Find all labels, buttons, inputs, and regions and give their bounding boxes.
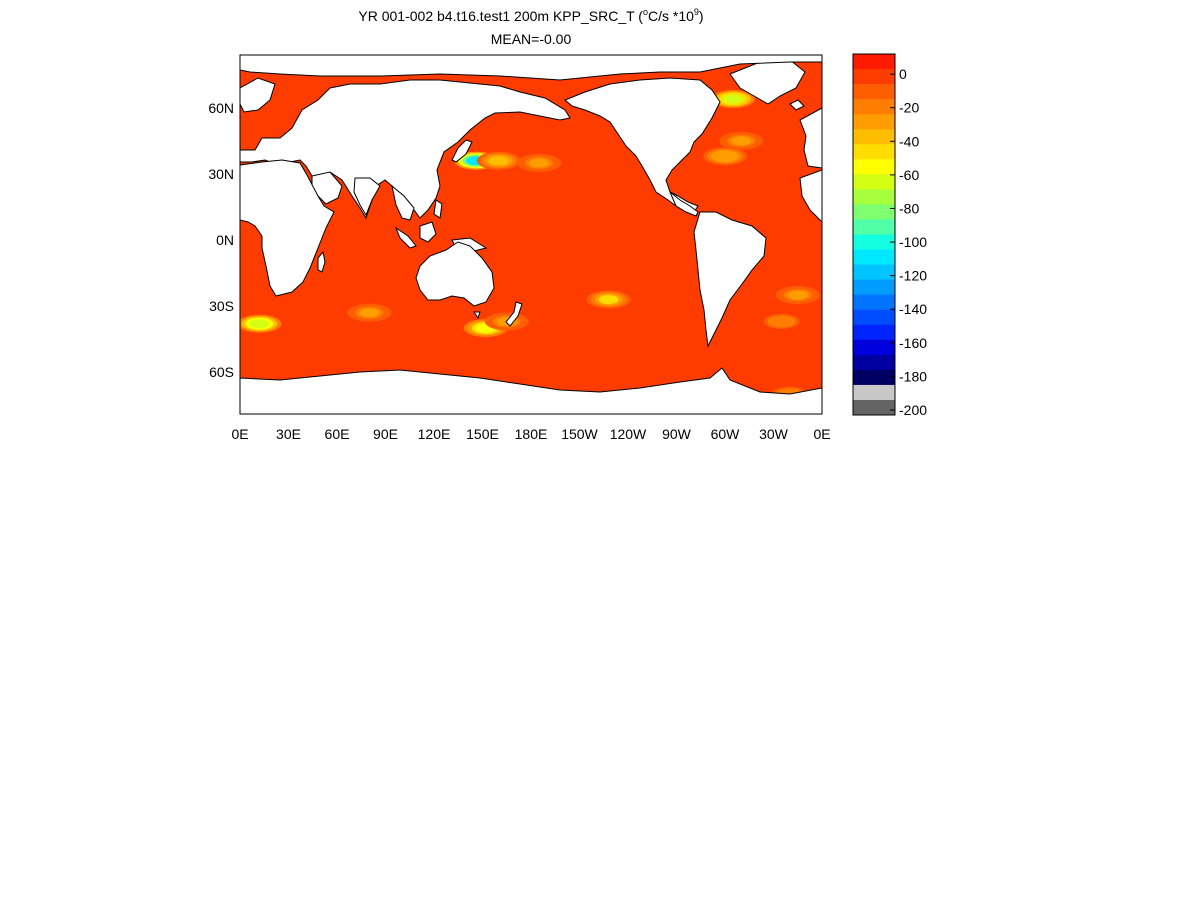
- land-layer: [240, 55, 822, 414]
- land-africa-west: [799, 169, 822, 223]
- anomaly-patch-5-ring-3: [723, 94, 744, 104]
- colorbar-label: -100: [899, 234, 927, 250]
- land-arctic-top: [240, 55, 822, 81]
- land-tasmania: [473, 311, 481, 320]
- colorbar-label: -20: [899, 100, 919, 116]
- anomaly-patch-2-ring-3: [529, 158, 550, 168]
- land-north-america: [564, 77, 721, 213]
- lon-tick-label: 0E: [813, 426, 830, 442]
- colorbar-swatch: [853, 69, 895, 85]
- land-eurasia: [240, 79, 571, 220]
- lon-tick-label: 120E: [418, 426, 451, 442]
- land-sumatra: [394, 226, 417, 249]
- lon-tick-label: 60E: [325, 426, 350, 442]
- colorbar-swatch: [853, 324, 895, 341]
- colorbar-frame: [852, 53, 896, 416]
- lon-tick-label: 90E: [373, 426, 398, 442]
- colorbar-label: -120: [899, 268, 927, 284]
- lon-tick-label: 120W: [610, 426, 647, 442]
- colorbar-swatch: [853, 264, 895, 281]
- land-indochina: [391, 184, 415, 221]
- anomaly-patch-4-ring-3: [731, 136, 752, 146]
- lat-tick-label: 0N: [216, 232, 234, 248]
- lon-tick-label: 60W: [711, 426, 741, 442]
- colorbar-swatch: [853, 129, 895, 145]
- lat-tick-label: 30S: [209, 298, 234, 314]
- land-scandinavia: [240, 77, 276, 113]
- colorbar-swatch: [853, 144, 895, 160]
- colorbar-label: -180: [899, 368, 927, 384]
- lat-tick-label: 60S: [209, 364, 234, 380]
- colorbar-swatch: [853, 234, 895, 251]
- anomaly-layer: [240, 90, 820, 404]
- colorbar: 0 -20 -40 -60 -80 -100 -120 -140 -160 -180 -200: [852, 53, 927, 418]
- lat-tick-label: 60N: [208, 100, 234, 116]
- colorbar-swatch: [853, 369, 895, 386]
- anomaly-patch-3-ring-3: [715, 151, 735, 161]
- colorbar-swatch: [853, 189, 895, 205]
- lat-tick-label: 30N: [208, 166, 234, 182]
- colorbar-swatch: [853, 294, 895, 311]
- lon-tick-label: 150E: [466, 426, 499, 442]
- colorbar-swatch: [853, 309, 895, 326]
- colorbar-swatch: [853, 159, 895, 175]
- colorbar-label: -140: [899, 301, 927, 317]
- anomaly-patch-10-ring-3: [598, 294, 619, 304]
- land-antarctica: [240, 367, 822, 414]
- lat-axis: 60N 30N 0N 30S 60S: [208, 100, 234, 380]
- colorbar-swatch: [853, 114, 895, 130]
- colorbar-label: -80: [899, 200, 919, 216]
- colorbar-swatch: [853, 84, 895, 100]
- land-europe-west: [799, 107, 822, 169]
- colorbar-label: -200: [899, 402, 927, 418]
- lon-tick-label: 0E: [231, 426, 248, 442]
- colorbar-swatch: [853, 399, 895, 416]
- lon-tick-label: 30E: [276, 426, 301, 442]
- lon-axis: 0E 30E 60E 90E 120E 150E 180E 150W 120W 90W 60W 30W…: [231, 426, 830, 442]
- anomaly-patch-12-ring-3: [787, 290, 808, 300]
- colorbar-swatch: [853, 219, 895, 235]
- anomaly-patch-11-ring-3: [771, 316, 792, 326]
- map-frame: [239, 54, 823, 415]
- colorbar-swatch: [853, 174, 895, 190]
- land-japan: [451, 139, 473, 163]
- colorbar-swatch: [853, 204, 895, 220]
- colorbar-swatch: [853, 354, 895, 371]
- colorbar-label: -160: [899, 335, 927, 351]
- map-title: YR 001-002 b4.t16.test1 200m KPP_SRC_T (…: [358, 7, 704, 25]
- land-australia: [415, 241, 495, 307]
- land-south-america: [693, 211, 767, 348]
- colorbar-label: -60: [899, 167, 919, 183]
- land-central-america: [669, 191, 699, 217]
- colorbar-swatch: [853, 279, 895, 296]
- land-iceland: [789, 99, 805, 111]
- lon-tick-label: 180E: [515, 426, 548, 442]
- colorbar-swatch: [853, 99, 895, 115]
- lon-tick-label: 150W: [561, 426, 598, 442]
- colorbar-swatch: [853, 54, 895, 70]
- lon-tick-label: 30W: [759, 426, 789, 442]
- colorbar-swatch: [853, 249, 895, 266]
- colorbar-label: -40: [899, 133, 919, 149]
- colorbar-label: 0: [899, 66, 907, 82]
- mean-value: MEAN=-0.00: [490, 31, 572, 47]
- land-madagascar: [317, 250, 326, 273]
- colorbar-swatch: [853, 384, 895, 401]
- anomaly-patch-6-ring-3: [249, 319, 270, 329]
- land-philippines: [433, 199, 443, 219]
- land-borneo: [419, 221, 437, 243]
- anomaly-patch-7-ring-3: [359, 308, 380, 318]
- land-africa: [240, 159, 335, 297]
- colorbar-swatch: [853, 339, 895, 356]
- land-newzealand: [505, 301, 523, 327]
- land-india: [353, 177, 381, 217]
- anomaly-patch-1-ring-3: [488, 156, 509, 166]
- lon-tick-label: 90W: [662, 426, 692, 442]
